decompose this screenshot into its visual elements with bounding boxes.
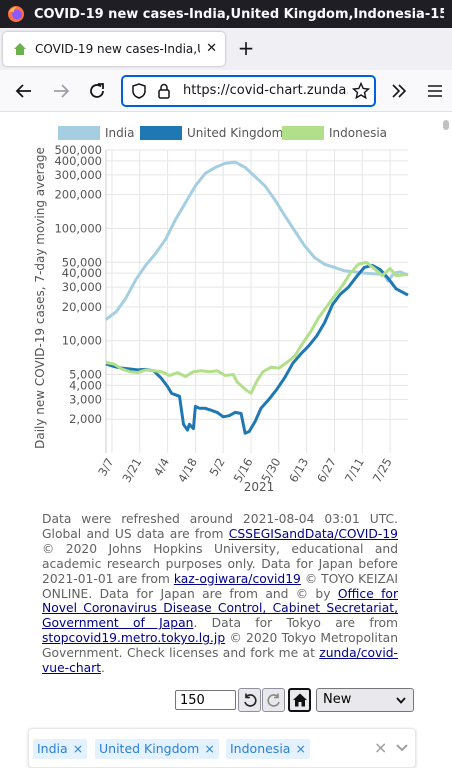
home-favicon-icon — [14, 43, 26, 55]
sort-select[interactable]: New — [316, 688, 414, 712]
series-line — [105, 160, 409, 321]
y-tick-label: 30,000 — [62, 280, 102, 294]
hamburger-menu-icon[interactable] — [424, 80, 446, 102]
scrollbar-thumb[interactable] — [443, 120, 449, 130]
clear-tags-icon[interactable]: × — [374, 738, 388, 757]
tag-remove-icon[interactable]: × — [204, 741, 215, 756]
notice-text-4: . Data for Tokyo are from — [193, 616, 399, 631]
undo-icon — [244, 693, 257, 707]
page-scrollbar[interactable] — [443, 112, 449, 756]
reload-icon[interactable] — [86, 80, 108, 102]
notice-text-1: Data were refreshed around 2021-08-04 03… — [42, 512, 398, 541]
country-tag-select[interactable]: India × United Kingdom × Indonesia × × — [28, 728, 416, 768]
firefox-icon — [8, 6, 24, 22]
home-icon — [293, 693, 307, 707]
y-axis-label: Daily new COVID-19 cases, 7-day moving a… — [33, 147, 47, 449]
x-tick-label: 6/13 — [286, 456, 311, 485]
tag-label: Indonesia — [230, 741, 291, 756]
legend-swatch[interactable] — [140, 126, 182, 140]
x-tick-label: 5/2 — [206, 456, 227, 479]
redo-button[interactable] — [262, 688, 285, 712]
y-tick-label: 50,000 — [62, 255, 102, 269]
x-tick-label: 7/11 — [342, 456, 367, 485]
series-line — [105, 260, 409, 395]
legend-swatch[interactable] — [58, 126, 100, 140]
tab-title: COVID-19 new cases-India,Unit — [35, 42, 200, 56]
y-tick-label: 200,000 — [54, 188, 102, 202]
link-office-coronavirus[interactable]: Office for Novel Coronavirus Disease Con… — [42, 586, 398, 631]
tag-remove-icon[interactable]: × — [72, 741, 84, 756]
y-tick-label: 100,000 — [54, 221, 102, 235]
home-button[interactable] — [288, 688, 311, 712]
tag-india: India × — [33, 739, 88, 759]
y-tick-label: 4,000 — [69, 378, 102, 392]
legend-label[interactable]: India — [105, 126, 134, 140]
x-axis-label: 2021 — [244, 480, 275, 494]
legend-label[interactable]: United Kingdom — [187, 126, 283, 140]
x-tick-label: 4/18 — [175, 456, 200, 485]
window-titlebar: COVID-19 new cases-India,United Kingdom,… — [0, 0, 452, 28]
y-tick-label: 3,000 — [69, 392, 102, 406]
data-notice: Data were refreshed around 2021-08-04 03… — [42, 512, 398, 676]
y-tick-label: 20,000 — [62, 300, 102, 314]
chart-controls: New — [0, 686, 452, 716]
notice-text-3: © TOYO KEIZAI ONLINE. Data for Japan are… — [42, 571, 398, 601]
y-tick-label: 500,000 — [54, 143, 102, 157]
tag-united-kingdom: United Kingdom × — [95, 739, 219, 759]
tab-covid-chart[interactable]: COVID-19 new cases-India,Unit ✕ — [3, 32, 225, 66]
new-tab-button[interactable]: + — [237, 36, 255, 60]
chevron-down-icon[interactable] — [396, 743, 408, 753]
link-kaz-ogiwara[interactable]: kaz-ogiwara/covid19 — [173, 571, 301, 586]
link-stopcovid19[interactable]: stopcovid19.metro.tokyo.lg.jp — [42, 631, 226, 646]
navigation-bar: https://covid-chart.zunda.ni — [0, 70, 452, 112]
overflow-chevron-icon[interactable] — [388, 80, 410, 102]
back-arrow-icon[interactable] — [13, 80, 35, 102]
link-zunda-repo[interactable]: zunda/covid-vue-chart — [42, 646, 398, 676]
window-title: COVID-19 new cases-India,United Kingdom,… — [34, 6, 444, 22]
y-tick-label: 40,000 — [62, 266, 102, 280]
y-tick-label: 400,000 — [54, 154, 102, 168]
url-text[interactable]: https://covid-chart.zunda.ni — [183, 83, 348, 98]
tab-close-icon[interactable]: ✕ — [206, 41, 217, 56]
undo-button[interactable] — [238, 688, 261, 712]
x-tick-label: 3/7 — [95, 456, 116, 479]
notice-text-2: © 2020 Johns Hopkins University, educati… — [42, 541, 398, 586]
tab-bar: COVID-19 new cases-India,Unit ✕ + — [0, 28, 452, 70]
y-tick-label: 2,000 — [69, 412, 102, 426]
legend-swatch[interactable] — [282, 126, 324, 140]
y-tick-label: 5,000 — [69, 368, 102, 382]
y-tick-label: 300,000 — [54, 168, 102, 182]
shield-icon[interactable] — [131, 83, 147, 99]
chevron-down-icon — [396, 697, 406, 704]
series-line — [105, 263, 409, 435]
forward-arrow-icon[interactable] — [50, 80, 72, 102]
x-tick-label: 3/21 — [119, 456, 144, 485]
tag-remove-icon[interactable]: × — [295, 741, 306, 756]
url-bar[interactable]: https://covid-chart.zunda.ni — [121, 75, 376, 107]
tag-indonesia: Indonesia × — [226, 739, 310, 759]
sort-select-value: New — [323, 692, 352, 707]
y-tick-label: 10,000 — [62, 334, 102, 348]
notice-text-6: . — [101, 661, 105, 676]
x-tick-label: 4/4 — [151, 456, 172, 479]
link-csse[interactable]: CSSEGISandData/COVID-19 — [228, 526, 398, 541]
bookmark-star-icon[interactable] — [352, 82, 370, 100]
page-content: 500,000 400,000 300,000 200,000 100,000 50,00… — [0, 112, 452, 768]
lock-icon[interactable] — [157, 83, 171, 99]
legend-label[interactable]: Indonesia — [329, 126, 387, 140]
x-tick-label: 6/27 — [314, 456, 339, 485]
days-input[interactable] — [175, 690, 236, 710]
redo-icon — [267, 693, 280, 707]
tag-label: United Kingdom — [99, 741, 200, 756]
tag-label: India — [37, 741, 68, 756]
x-tick-label: 7/25 — [370, 456, 395, 485]
notice-text-5: © 2020 Tokyo Metropolitan Government. Ch… — [42, 631, 398, 661]
